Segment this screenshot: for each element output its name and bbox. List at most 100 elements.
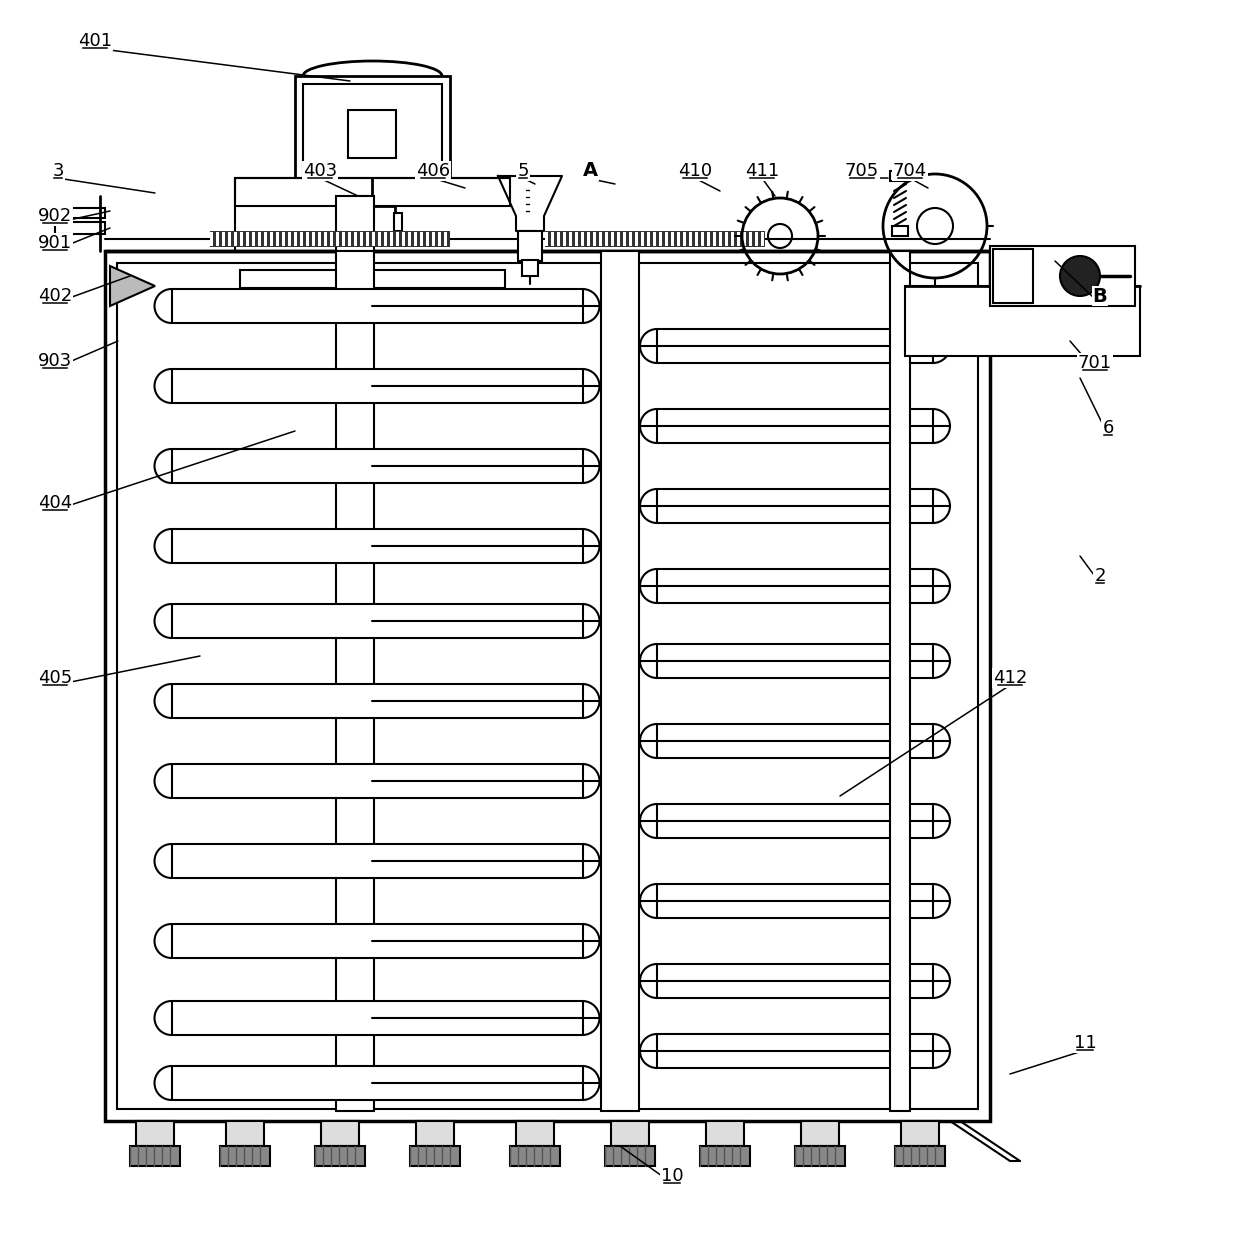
Bar xyxy=(252,232,255,246)
Bar xyxy=(171,925,583,958)
Text: 705: 705 xyxy=(844,162,879,180)
Bar xyxy=(55,208,105,218)
Bar xyxy=(677,232,680,246)
Bar xyxy=(246,232,249,246)
Bar xyxy=(510,1146,560,1166)
Bar xyxy=(402,232,405,246)
Bar xyxy=(582,232,584,246)
Bar xyxy=(551,232,554,246)
Bar xyxy=(563,232,565,246)
Bar xyxy=(438,232,441,246)
Bar xyxy=(410,1146,460,1166)
Text: 403: 403 xyxy=(303,162,337,180)
Bar xyxy=(546,231,765,247)
Bar xyxy=(378,232,381,246)
Bar xyxy=(391,232,393,246)
Text: 405: 405 xyxy=(38,669,72,687)
Bar xyxy=(801,1121,839,1146)
Bar xyxy=(336,197,374,251)
Bar xyxy=(330,232,334,246)
Bar xyxy=(219,1146,270,1166)
Bar xyxy=(353,232,357,246)
Bar xyxy=(317,232,321,246)
Bar xyxy=(348,110,396,158)
Bar xyxy=(795,1146,844,1166)
Bar xyxy=(226,1121,264,1146)
Bar xyxy=(890,171,910,180)
Bar xyxy=(657,329,932,363)
Bar xyxy=(701,1146,750,1166)
Bar xyxy=(222,232,224,246)
Bar xyxy=(210,231,450,247)
Bar xyxy=(171,764,583,798)
Bar xyxy=(761,232,764,246)
Bar xyxy=(516,1121,554,1146)
Bar xyxy=(993,248,1033,303)
Bar xyxy=(414,232,417,246)
Bar xyxy=(755,232,758,246)
Text: 410: 410 xyxy=(678,162,712,180)
Bar xyxy=(657,964,932,997)
Bar xyxy=(372,232,374,246)
Bar xyxy=(706,1121,744,1146)
Bar xyxy=(683,232,686,246)
Bar xyxy=(342,213,350,231)
Bar xyxy=(444,232,446,246)
Bar xyxy=(575,232,578,246)
Bar xyxy=(657,644,932,679)
Bar xyxy=(605,1146,655,1166)
Bar xyxy=(990,246,1135,307)
Bar xyxy=(336,251,374,1111)
Bar xyxy=(657,803,932,838)
Bar xyxy=(719,232,722,246)
Text: 10: 10 xyxy=(661,1167,683,1185)
Bar xyxy=(611,232,614,246)
Bar xyxy=(743,232,746,246)
Bar xyxy=(732,232,734,246)
Bar xyxy=(749,232,751,246)
Bar xyxy=(130,1146,180,1166)
Bar xyxy=(657,489,932,523)
Bar xyxy=(171,1001,583,1035)
Text: 902: 902 xyxy=(38,206,72,225)
Bar xyxy=(264,232,267,246)
Bar xyxy=(657,884,932,918)
Bar xyxy=(657,409,932,442)
Bar xyxy=(657,1035,932,1068)
Text: 404: 404 xyxy=(38,494,72,512)
Text: 412: 412 xyxy=(993,669,1027,687)
Bar xyxy=(599,232,601,246)
Bar xyxy=(892,226,908,236)
Bar xyxy=(321,1121,360,1146)
Bar xyxy=(408,232,410,246)
Bar xyxy=(890,251,910,1111)
Text: 3: 3 xyxy=(52,162,63,180)
Bar xyxy=(324,232,327,246)
Bar xyxy=(432,232,435,246)
Bar xyxy=(171,604,583,638)
Bar xyxy=(665,232,668,246)
Bar xyxy=(171,370,583,403)
Bar xyxy=(601,251,639,1111)
Bar xyxy=(117,263,978,1109)
Bar xyxy=(258,232,260,246)
Bar xyxy=(587,232,590,246)
Bar xyxy=(105,251,990,1121)
Text: 402: 402 xyxy=(38,287,72,305)
Bar xyxy=(171,1065,583,1100)
Bar xyxy=(171,449,583,483)
Bar xyxy=(294,232,298,246)
Bar xyxy=(366,232,370,246)
Bar xyxy=(210,232,213,246)
Bar xyxy=(622,232,626,246)
Bar xyxy=(518,231,542,261)
Bar xyxy=(635,232,639,246)
Bar xyxy=(216,232,219,246)
Text: 406: 406 xyxy=(415,162,450,180)
Bar xyxy=(895,1146,945,1166)
Bar xyxy=(312,232,315,246)
Bar xyxy=(671,232,675,246)
Bar xyxy=(396,232,399,246)
Bar xyxy=(241,269,505,288)
Bar xyxy=(136,1121,174,1146)
